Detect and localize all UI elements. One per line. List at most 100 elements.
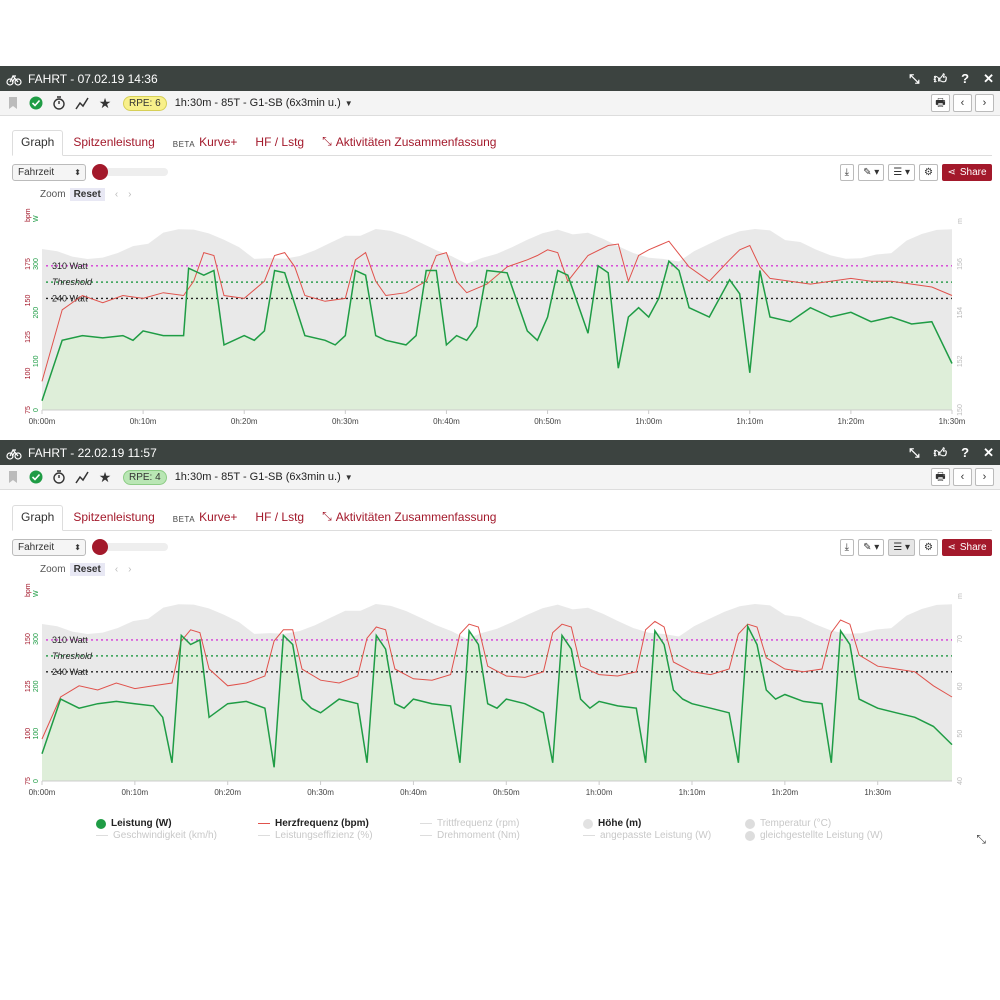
star-icon[interactable]: ★ <box>98 94 112 111</box>
chart-edit-icon[interactable] <box>73 468 91 486</box>
tab-graph[interactable]: Graph <box>12 130 64 156</box>
y-tick-bpm: 100 <box>25 368 32 380</box>
series-dropdown-button[interactable]: ☰ ▾ <box>888 539 916 556</box>
legend-item-elevation[interactable]: Höhe (m) <box>583 818 641 829</box>
x-tick-label: 1h:30m <box>939 417 966 426</box>
y-tick-right: 150 <box>957 404 964 416</box>
slider-knob[interactable] <box>92 164 108 180</box>
tab-peak-power[interactable]: Spitzenleistung <box>73 510 155 524</box>
rpe-badge[interactable]: RPE: 4 <box>123 469 167 485</box>
next-button[interactable]: › <box>975 94 994 112</box>
bookmark-icon[interactable] <box>4 94 22 112</box>
stopwatch-icon[interactable] <box>50 94 68 112</box>
thumbs-up-icon[interactable]: 👍︎ <box>933 70 948 86</box>
y-tick-right: 60 <box>957 682 964 690</box>
reset-zoom-button[interactable]: Reset <box>69 188 105 201</box>
legend-item-speed[interactable]: Geschwindigkeit (km/h) <box>96 830 217 841</box>
x-tick-label: 1h:00m <box>586 788 613 797</box>
download-button[interactable]: ⤓ <box>839 539 855 556</box>
reference-label: Threshold <box>52 651 93 661</box>
smoothing-slider[interactable] <box>92 539 168 555</box>
beta-label: BETA <box>172 515 196 524</box>
axis-unit-w: W <box>33 215 40 222</box>
tab-curve[interactable]: BETA Kurve+ <box>165 504 246 530</box>
tab-hr-power[interactable]: HF / Lstg <box>255 135 305 149</box>
legend-item-hr[interactable]: Herzfrequenz (bpm) <box>258 818 369 829</box>
chevron-down-icon[interactable]: ▼ <box>344 98 353 108</box>
compress-icon[interactable]: ⤡ <box>909 444 920 460</box>
resize-handle-icon[interactable]: ⤡ <box>976 832 986 846</box>
axis-unit-bpm: bpm <box>25 583 32 597</box>
edit-dropdown-button[interactable]: ✎ ▾ <box>858 164 885 181</box>
zoom-back-icon[interactable]: ‹ <box>114 189 119 200</box>
workout-dropdown[interactable]: 1h:30m - 85T - G1-SB (6x3min u.) <box>174 97 341 109</box>
tab-curve[interactable]: BETA Kurve+ <box>165 129 246 155</box>
activity-chart[interactable]: bpm W 175 150 125 100 75 300 200 100 0 m 156 154 152 15… <box>0 196 1000 440</box>
settings-button[interactable]: ⚙ <box>919 539 938 556</box>
slider-knob[interactable] <box>92 539 108 555</box>
close-icon[interactable]: ✕ <box>983 70 994 86</box>
bookmark-icon[interactable] <box>4 468 22 486</box>
tab-graph[interactable]: Graph <box>12 505 64 531</box>
legend-item-cadence[interactable]: Trittfrequenz (rpm) <box>420 818 519 829</box>
thumbs-up-icon[interactable]: 👍︎ <box>933 444 948 460</box>
y-tick-w: 300 <box>33 633 40 645</box>
help-icon[interactable]: ? <box>961 445 970 460</box>
legend-item-equalized-power[interactable]: gleichgestellte Leistung (W) <box>745 830 883 841</box>
hr-line <box>41 619 953 740</box>
share-label: Share <box>959 167 987 178</box>
chart-edit-icon[interactable] <box>73 94 91 112</box>
bike-icon <box>6 448 22 460</box>
print-button[interactable]: 🖶︎ <box>931 94 950 112</box>
next-button[interactable]: › <box>975 468 994 486</box>
y-tick-bpm: 100 <box>25 728 32 740</box>
activity-chart[interactable]: bpm W 150 125 100 75 300 200 100 0 m 70 60 50 40 310 Wa… <box>0 571 1000 811</box>
power-area <box>42 261 952 410</box>
x-axis-select[interactable]: Fahrzeit ⬍ <box>12 539 86 556</box>
tab-hr-power[interactable]: HF / Lstg <box>255 510 305 524</box>
rpe-badge[interactable]: RPE: 6 <box>123 95 167 111</box>
legend-label: Herzfrequenz (bpm) <box>275 818 369 829</box>
legend-item-torque[interactable]: Drehmoment (Nm) <box>420 830 520 841</box>
prev-button[interactable]: ‹ <box>953 94 972 112</box>
legend-item-temperature[interactable]: Temperatur (°C) <box>745 818 831 829</box>
legend-line-icon <box>583 835 595 836</box>
series-dropdown-button[interactable]: ☰ ▾ <box>888 164 916 181</box>
legend-dot-icon <box>745 818 755 829</box>
x-tick-label: 0h:30m <box>307 788 334 797</box>
x-tick-label: 0h:10m <box>130 417 157 426</box>
check-circle-icon[interactable] <box>27 94 45 112</box>
edit-dropdown-button[interactable]: ✎ ▾ <box>858 539 885 556</box>
legend-item-adjusted-power[interactable]: angepasste Leistung (W) <box>583 830 711 841</box>
x-tick-label: 1h:20m <box>838 417 865 426</box>
legend-item-power[interactable]: Leistung (W) <box>96 818 172 829</box>
x-axis-select[interactable]: Fahrzeit ⬍ <box>12 164 86 181</box>
legend-item-efficiency[interactable]: Leistungseffizienz (%) <box>258 830 373 841</box>
print-button[interactable]: 🖶︎ <box>931 468 950 486</box>
share-button[interactable]: ⋖ Share <box>942 164 992 181</box>
y-tick-w: 200 <box>33 307 40 319</box>
tab-peak-power[interactable]: Spitzenleistung <box>73 135 155 149</box>
prev-button[interactable]: ‹ <box>953 468 972 486</box>
settings-button[interactable]: ⚙ <box>919 164 938 181</box>
y-tick-right: 40 <box>957 777 964 785</box>
check-circle-icon[interactable] <box>27 468 45 486</box>
zoom-forward-icon[interactable]: › <box>128 189 132 200</box>
zoom-forward-icon[interactable]: › <box>128 564 132 575</box>
close-icon[interactable]: ✕ <box>983 444 994 460</box>
tab-summary[interactable]: ⤡ Aktivitäten Zusammenfassung <box>314 504 504 530</box>
legend-label: gleichgestellte Leistung (W) <box>760 830 883 841</box>
compress-icon[interactable]: ⤡ <box>909 70 920 86</box>
x-tick-label: 0h:40m <box>400 788 427 797</box>
tab-summary[interactable]: ⤡ Aktivitäten Zusammenfassung <box>314 129 504 155</box>
zoom-back-icon[interactable]: ‹ <box>114 564 119 575</box>
chevron-down-icon[interactable]: ▼ <box>344 472 353 482</box>
download-button[interactable]: ⤓ <box>839 164 855 181</box>
stopwatch-icon[interactable] <box>50 468 68 486</box>
reset-zoom-button[interactable]: Reset <box>69 563 105 576</box>
star-icon[interactable]: ★ <box>98 468 112 485</box>
smoothing-slider[interactable] <box>92 164 168 180</box>
help-icon[interactable]: ? <box>961 71 970 86</box>
workout-dropdown[interactable]: 1h:30m - 85T - G1-SB (6x3min u.) <box>174 471 341 483</box>
share-button[interactable]: ⋖ Share <box>942 539 992 556</box>
